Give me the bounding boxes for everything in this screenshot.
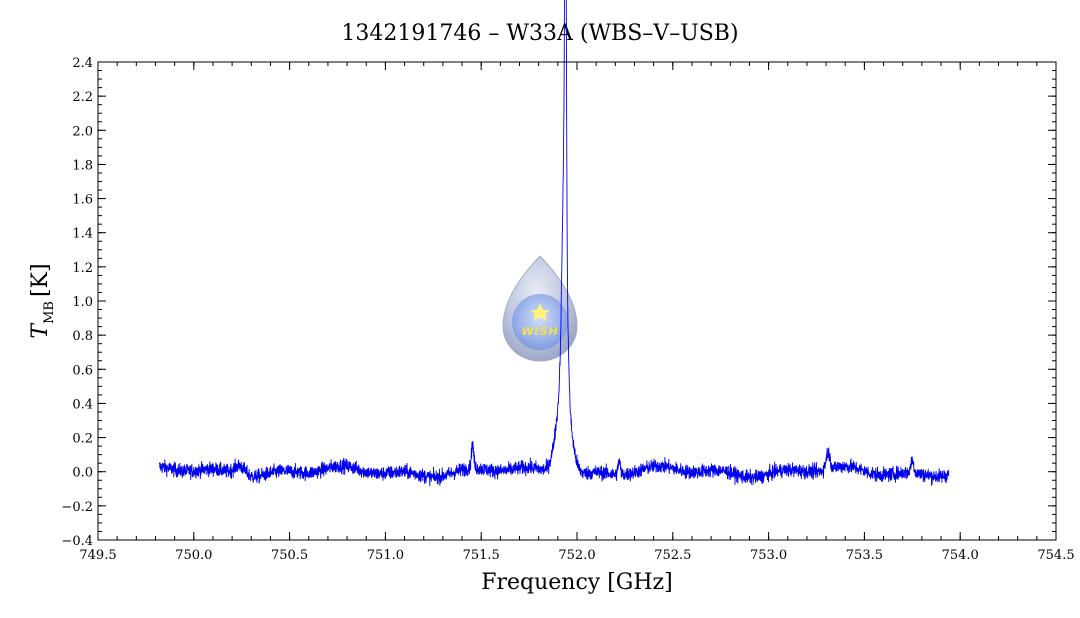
- y-tick-label: 1.8: [72, 158, 93, 173]
- x-axis: 749.5 750.0 750.5 751.0 751.5 752.0 752.5 753.0…: [79, 62, 1075, 563]
- x-tick-label: 750.0: [175, 548, 212, 563]
- y-axis-label: TMB [K]: [28, 263, 57, 338]
- x-tick-label: 754.0: [942, 548, 979, 563]
- y-axis-label-sub: MB: [42, 301, 57, 324]
- x-tick-label: 752.5: [654, 548, 691, 563]
- y-tick-label: −0.4: [61, 534, 93, 549]
- chart-title: 1342191746 – W33A (WBS–V–USB): [341, 21, 738, 46]
- y-tick-label: 1.2: [72, 261, 93, 276]
- y-tick-label: 2.0: [72, 124, 93, 139]
- x-tick-label: 749.5: [79, 548, 116, 563]
- y-tick-label: 1.0: [72, 295, 93, 310]
- x-tick-label: 754.5: [1037, 548, 1074, 563]
- y-tick-label: 0.4: [72, 397, 93, 412]
- y-tick-label: 0.0: [72, 466, 93, 481]
- x-tick-label: 753.0: [750, 548, 787, 563]
- star-icon: [530, 303, 550, 321]
- y-tick-label: 0.2: [72, 432, 93, 447]
- x-tick-label: 751.5: [463, 548, 500, 563]
- spectrum-line: [158, 0, 950, 487]
- y-tick-label: 2.2: [72, 90, 93, 105]
- x-tick-label: 753.5: [846, 548, 883, 563]
- x-tick-label: 750.5: [271, 548, 308, 563]
- y-axis-label-unit: [K]: [28, 263, 53, 297]
- y-tick-label: 0.8: [72, 329, 93, 344]
- y-axis: −0.4 −0.2 0.0 0.2 0.4 0.6 0.8 1.0 1.2 1.4 1.6 1.8 2.…: [61, 56, 1056, 549]
- wish-logo: WISH: [502, 255, 578, 362]
- y-tick-label: 2.4: [72, 56, 93, 71]
- y-tick-label: 1.4: [72, 227, 93, 242]
- x-axis-label: Frequency [GHz]: [481, 570, 673, 595]
- y-tick-label: 1.6: [72, 193, 93, 208]
- logo-text: WISH: [521, 325, 558, 338]
- y-tick-label: −0.2: [61, 500, 93, 515]
- y-axis-label-main: T: [28, 322, 53, 339]
- spectrum-series: [158, 0, 950, 487]
- y-tick-label: 0.6: [72, 363, 93, 378]
- x-tick-label: 752.0: [558, 548, 595, 563]
- droplet-inner-icon: [512, 294, 568, 350]
- x-tick-label: 751.0: [367, 548, 404, 563]
